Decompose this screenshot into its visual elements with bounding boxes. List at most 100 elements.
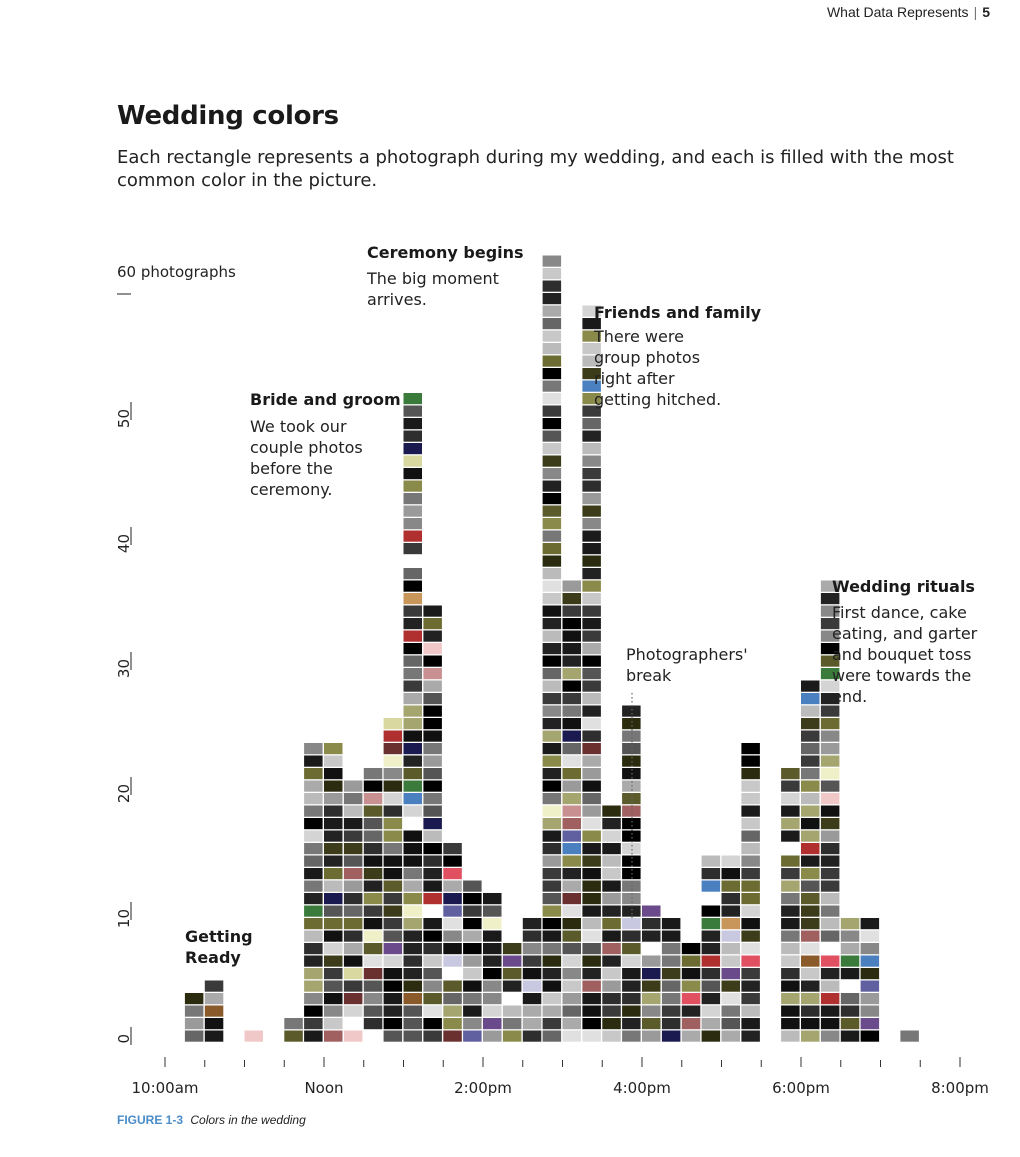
bar-column <box>423 605 442 1042</box>
photo-cell <box>820 1018 840 1030</box>
photo-cell <box>820 893 840 905</box>
photo-cell <box>542 418 562 430</box>
photo-cell <box>622 1005 641 1017</box>
photo-cell <box>403 980 422 992</box>
photo-cell <box>562 705 581 717</box>
photo-cell <box>403 668 422 680</box>
photo-cell <box>602 1018 621 1030</box>
photo-cell <box>522 968 542 980</box>
photo-cell <box>463 943 482 955</box>
photo-cell <box>562 1005 581 1017</box>
photo-cell <box>840 955 860 967</box>
photo-cell <box>582 805 601 817</box>
photo-cell <box>781 780 800 792</box>
photo-cell <box>642 955 661 967</box>
photo-cell <box>403 605 422 617</box>
photo-cell <box>602 930 621 942</box>
photo-cell <box>701 943 721 955</box>
bar-column <box>204 980 224 1042</box>
photo-cell <box>582 443 601 455</box>
bar-column <box>483 893 502 1042</box>
photo-cell <box>781 930 800 942</box>
photo-cell <box>463 880 482 892</box>
photo-cell <box>304 968 323 980</box>
photo-cell <box>363 880 383 892</box>
bar-column <box>622 705 641 1042</box>
photo-cell <box>423 880 442 892</box>
photo-cell <box>582 493 601 505</box>
photo-cell <box>343 830 363 842</box>
photo-cell <box>661 1005 681 1017</box>
photo-cell <box>542 668 562 680</box>
photo-cell <box>562 1018 581 1030</box>
photo-cell <box>562 755 581 767</box>
photo-cell <box>542 305 562 317</box>
photo-cell <box>801 930 820 942</box>
photo-cell <box>781 880 800 892</box>
photo-cell <box>622 793 641 805</box>
photo-cell <box>403 768 422 780</box>
photo-cell <box>562 993 581 1005</box>
photo-cell <box>642 943 661 955</box>
photo-cell <box>403 880 422 892</box>
photo-cell <box>304 830 323 842</box>
photo-cell <box>562 805 581 817</box>
photo-cell <box>542 580 562 592</box>
photo-cell <box>383 855 403 867</box>
photo-cell <box>343 805 363 817</box>
photo-cell <box>582 968 601 980</box>
photo-cell <box>403 430 422 442</box>
photo-cell <box>860 943 880 955</box>
photo-cell <box>622 968 641 980</box>
photo-cell <box>343 943 363 955</box>
photo-cell <box>701 868 721 880</box>
photo-cell <box>542 868 562 880</box>
photo-cell <box>403 855 422 867</box>
photo-cell <box>522 930 542 942</box>
photo-cell <box>562 843 581 855</box>
photo-cell <box>304 805 323 817</box>
photo-cell <box>741 793 760 805</box>
photo-cell <box>741 930 760 942</box>
photo-cell <box>622 1018 641 1030</box>
photo-cell <box>304 1005 323 1017</box>
photo-cell <box>582 1018 601 1030</box>
photo-cell <box>562 780 581 792</box>
photo-cell <box>423 743 442 755</box>
photo-cell <box>642 1005 661 1017</box>
photo-cell <box>423 1005 442 1017</box>
photo-cell <box>324 968 343 980</box>
photo-cell <box>562 580 581 592</box>
photo-cell <box>363 905 383 917</box>
photo-cell <box>542 530 562 542</box>
photo-cell <box>403 1030 422 1042</box>
photo-cell <box>304 768 323 780</box>
photo-cell <box>403 1018 422 1030</box>
annotation-friends-text: There were group photos right after gett… <box>594 327 722 409</box>
photo-cell <box>324 830 343 842</box>
photo-cell <box>582 368 601 380</box>
photo-cell <box>542 730 562 742</box>
photo-cell <box>403 455 422 467</box>
photo-cell <box>781 893 800 905</box>
photo-cell <box>582 543 601 555</box>
photo-cell <box>363 805 383 817</box>
photo-cell <box>801 768 820 780</box>
photo-cell <box>542 968 562 980</box>
photo-cell <box>820 618 840 630</box>
photo-cell <box>423 718 442 730</box>
photo-cell <box>582 480 601 492</box>
photo-cell <box>542 768 562 780</box>
photo-cell <box>801 1018 820 1030</box>
photo-cell <box>363 818 383 830</box>
photo-cell <box>502 993 522 1005</box>
photo-cell <box>642 968 661 980</box>
photo-cell <box>562 968 581 980</box>
photo-cell <box>721 1005 740 1017</box>
photo-cell <box>701 980 721 992</box>
bar-column <box>801 680 820 1042</box>
photo-cell <box>801 705 820 717</box>
photo-cell <box>403 968 422 980</box>
photo-cell <box>324 943 343 955</box>
photo-cell <box>343 780 363 792</box>
